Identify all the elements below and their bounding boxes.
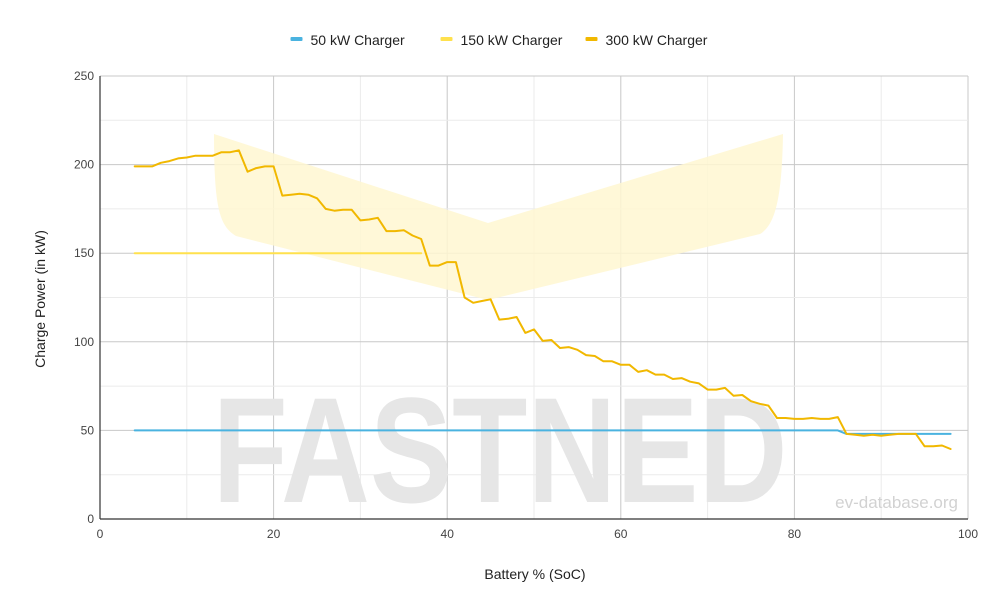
legend-label: 50 kW Charger xyxy=(311,32,405,48)
y-tick-label: 150 xyxy=(74,246,94,260)
legend-swatch xyxy=(585,37,598,41)
y-axis-title: Charge Power (in kW) xyxy=(32,230,48,368)
x-tick-label: 80 xyxy=(788,527,802,541)
fastned-wordmark: FASTNED xyxy=(213,366,788,534)
y-tick-label: 250 xyxy=(74,69,94,83)
legend-swatch xyxy=(290,37,303,41)
legend-label: 150 kW Charger xyxy=(461,32,563,48)
y-tick-label: 100 xyxy=(74,335,94,349)
y-tick-label: 200 xyxy=(74,158,94,172)
x-tick-label: 0 xyxy=(97,527,104,541)
x-tick-labels: 0 20 40 60 80 100 xyxy=(97,527,979,541)
x-axis-title: Battery % (SoC) xyxy=(484,566,585,582)
x-tick-label: 20 xyxy=(267,527,281,541)
legend-label: 300 kW Charger xyxy=(606,32,708,48)
y-tick-label: 50 xyxy=(81,423,95,437)
x-tick-label: 100 xyxy=(958,527,978,541)
x-tick-label: 60 xyxy=(614,527,628,541)
fastned-watermark: FASTNED xyxy=(213,134,788,534)
chart-legend: 50 kW Charger 150 kW Charger 300 kW Charge… xyxy=(290,32,708,48)
series-line-3 xyxy=(133,149,952,450)
series-lines xyxy=(133,149,952,450)
axes xyxy=(99,76,968,520)
y-tick-labels: 0 50 100 150 200 250 xyxy=(74,69,94,526)
fastned-chevron-icon xyxy=(214,134,783,300)
x-tick-label: 40 xyxy=(441,527,455,541)
legend-swatch xyxy=(440,37,453,41)
ev-database-credit: ev-database.org xyxy=(835,493,958,512)
y-tick-label: 0 xyxy=(87,512,94,526)
